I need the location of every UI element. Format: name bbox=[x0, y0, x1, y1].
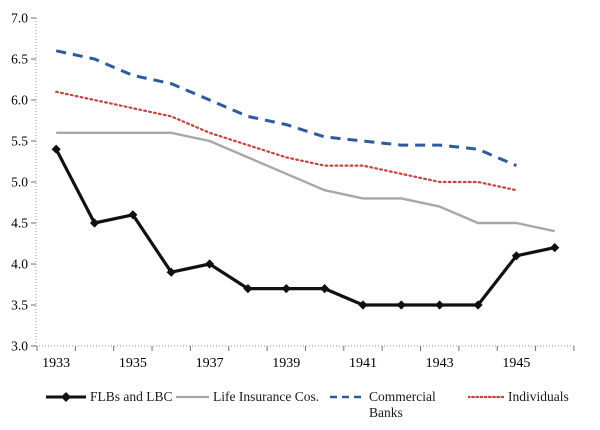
series-line-commercial-banks bbox=[55, 49, 517, 167]
series-line-individuals bbox=[55, 90, 518, 192]
series-marker-diamond bbox=[320, 284, 330, 294]
y-axis-label: 5.0 bbox=[11, 175, 28, 190]
legend-label-individuals: Individuals bbox=[508, 389, 569, 404]
x-axis-label: 1937 bbox=[196, 356, 224, 371]
series-marker-diamond bbox=[51, 144, 61, 154]
y-axis-label: 3.0 bbox=[11, 339, 28, 354]
series-marker-diamond bbox=[89, 218, 100, 228]
legend-label-commercial-banks: Commercial Banks bbox=[369, 389, 436, 420]
line-chart-canvas: 7.0 6.5 6.0 5.5 5.0 4.5 4.0 3.5 3.0 1933 1935 1937 1… bbox=[11, 11, 575, 371]
series-marker-diamond bbox=[550, 243, 560, 253]
series-marker-diamond bbox=[204, 259, 215, 269]
series-marker-diamond bbox=[435, 300, 445, 310]
series-marker-diamond bbox=[396, 300, 406, 310]
legend-label-flbs-and-lbc: FLBs and LBC bbox=[90, 389, 173, 404]
y-axis-label: 6.5 bbox=[11, 52, 28, 67]
y-axis-label: 7.0 bbox=[11, 11, 28, 26]
series-marker-diamond bbox=[243, 284, 253, 294]
x-axis-label: 1941 bbox=[349, 356, 377, 371]
series-marker-diamond bbox=[128, 210, 138, 220]
dotted-red-line-icon bbox=[468, 395, 504, 399]
y-axis-label: 5.5 bbox=[11, 134, 28, 149]
x-axis-label: 1933 bbox=[42, 356, 70, 371]
x-axis-label: 1943 bbox=[426, 356, 454, 371]
y-axis-label: 4.0 bbox=[11, 257, 28, 272]
x-axis-label: 1935 bbox=[119, 356, 147, 371]
solid-diamond-line-icon bbox=[46, 392, 86, 402]
legend-item-commercial-banks: Commercial Banks bbox=[330, 389, 451, 421]
x-axis-label: 1945 bbox=[502, 356, 530, 371]
series-marker-diamond bbox=[358, 300, 368, 310]
series-line-life-insurance-cos- bbox=[56, 131, 555, 233]
dashed-blue-line-icon bbox=[330, 395, 365, 399]
x-axis-label: 1939 bbox=[272, 356, 300, 371]
series-marker-diamond bbox=[511, 251, 521, 261]
y-axis-label: 6.0 bbox=[11, 93, 28, 108]
legend-item-life-insurance: Life Insurance Cos. bbox=[176, 389, 319, 405]
solid-gray-line-icon bbox=[176, 395, 209, 399]
series-marker-diamond bbox=[281, 284, 291, 294]
series-marker-diamond bbox=[473, 300, 483, 310]
chart-legend: FLBs and LBC Life Insurance Cos. Commerc… bbox=[0, 389, 600, 429]
legend-item-flbs-and-lbc: FLBs and LBC bbox=[46, 389, 173, 405]
series-line-flbs-and-lbc bbox=[54, 148, 556, 307]
legend-item-individuals: Individuals bbox=[468, 389, 569, 405]
y-axis-label: 4.5 bbox=[11, 216, 28, 231]
legend-label-life-insurance: Life Insurance Cos. bbox=[213, 389, 320, 404]
series-marker-diamond bbox=[166, 267, 176, 277]
y-axis-label: 3.5 bbox=[11, 298, 28, 313]
